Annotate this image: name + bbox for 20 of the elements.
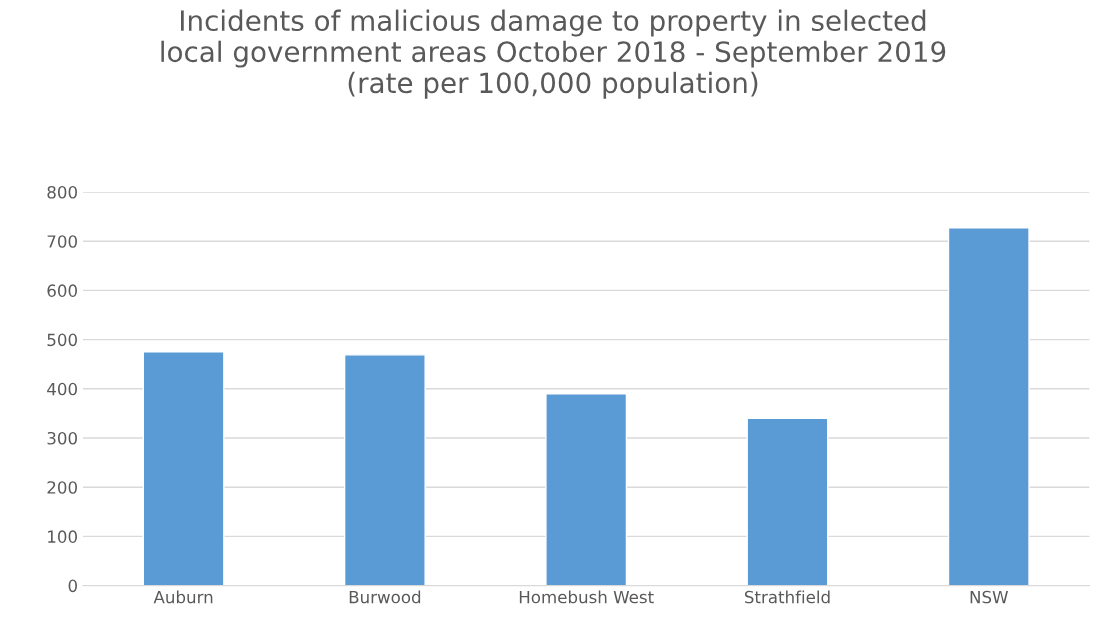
bar bbox=[746, 417, 829, 586]
y-tick-label: 200 bbox=[47, 481, 77, 494]
y-tick-label: 600 bbox=[47, 284, 77, 297]
y-tick-label: 500 bbox=[47, 333, 77, 347]
y-tick-label: 400 bbox=[47, 382, 77, 396]
y-tick-label: 0 bbox=[68, 579, 77, 593]
y-tick-label: 700 bbox=[47, 235, 77, 248]
y-tick-label: 300 bbox=[47, 431, 77, 445]
y-tick-label: 800 bbox=[47, 185, 77, 199]
bar bbox=[343, 354, 426, 586]
x-tick-label: NSW bbox=[970, 590, 1008, 604]
chart-title: Incidents of malicious damage to property in selected local government areas October 2018 - September 2019 (rate per 100,000 population) bbox=[161, 9, 946, 99]
x-tick-label: Burwood bbox=[349, 590, 421, 604]
x-tick-label: Auburn bbox=[153, 590, 213, 604]
x-tick-label: Homebush West bbox=[519, 590, 654, 604]
bar bbox=[545, 393, 628, 586]
bar bbox=[142, 351, 225, 586]
y-tick-label: 100 bbox=[48, 530, 77, 543]
bar bbox=[947, 227, 1030, 586]
x-tick-label: Strathfield bbox=[744, 590, 830, 604]
